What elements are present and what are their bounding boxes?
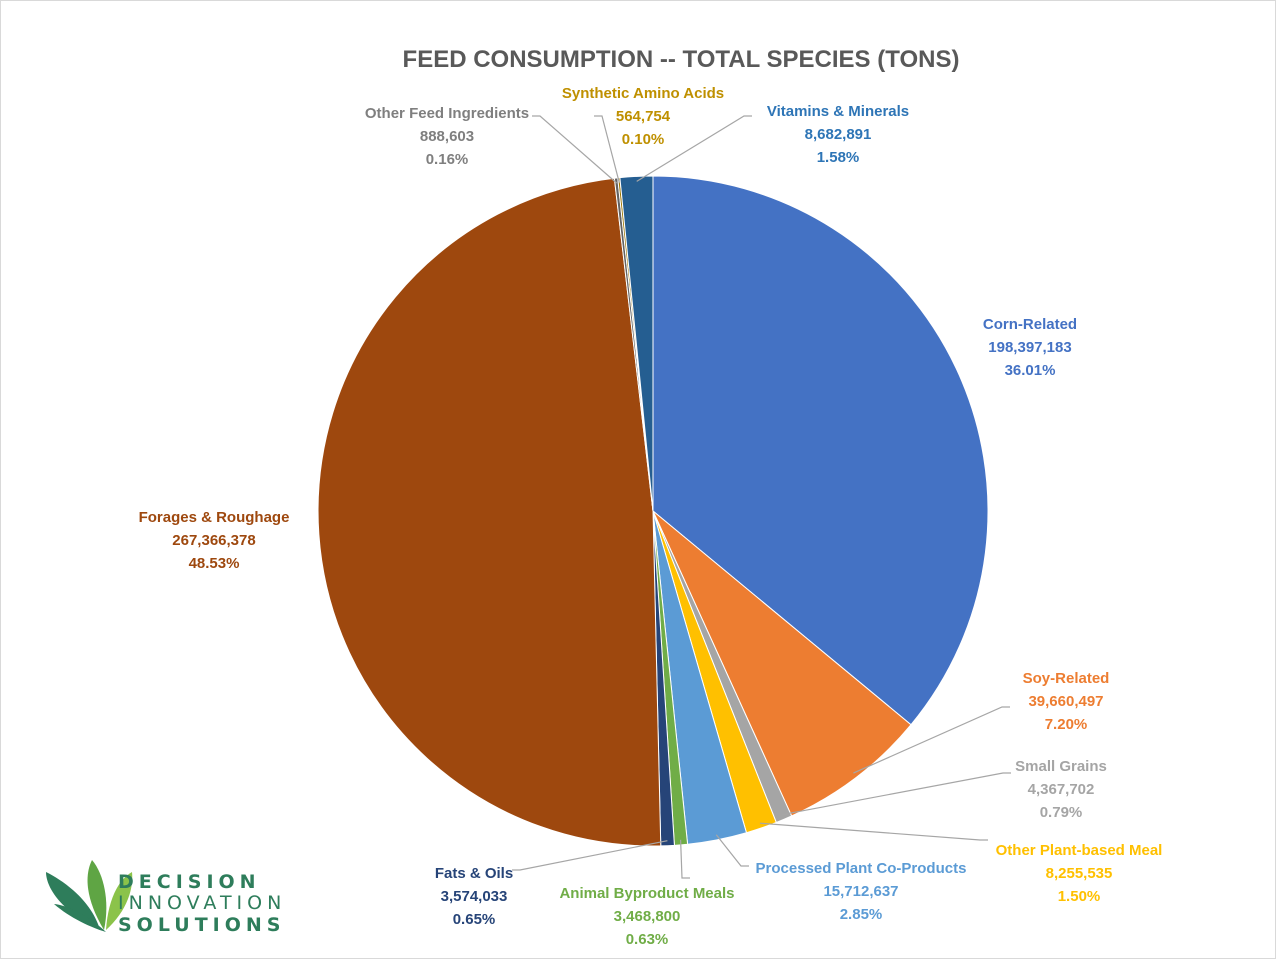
label-name-processed-plant-co-products: Processed Plant Co-Products (756, 860, 967, 877)
company-logo: DECISION INNOVATION SOLUTIONS (46, 860, 286, 936)
chart-title: FEED CONSUMPTION -- TOTAL SPECIES (TONS) (403, 46, 960, 73)
label-percent-animal-byproduct-meals: 0.63% (626, 931, 669, 948)
label-name-other-feed-ingredients: Other Feed Ingredients (365, 105, 529, 122)
label-name-other-plant-based-meal: Other Plant-based Meal (996, 842, 1163, 859)
leader-synthetic-amino-acids (594, 115, 620, 183)
label-percent-synthetic-amino-acids: 0.10% (622, 131, 665, 148)
leader-fats-oils (512, 840, 668, 871)
leader-lines (512, 115, 1011, 879)
label-name-soy-related: Soy-Related (1023, 670, 1110, 687)
label-value-forages-roughage: 267,366,378 (172, 532, 255, 549)
label-name-animal-byproduct-meals: Animal Byproduct Meals (559, 885, 734, 902)
leader-soy-related (853, 706, 1010, 774)
label-value-soy-related: 39,660,497 (1028, 693, 1103, 710)
label-percent-forages-roughage: 48.53% (189, 555, 240, 572)
label-value-other-plant-based-meal: 8,255,535 (1046, 865, 1113, 882)
slice-corn-related (652, 175, 989, 726)
leader-small-grains (781, 772, 1011, 816)
label-percent-small-grains: 0.79% (1040, 804, 1083, 821)
label-value-small-grains: 4,367,702 (1028, 781, 1095, 798)
logo-line-2: INNOVATION (118, 892, 286, 914)
label-name-small-grains: Small Grains (1015, 758, 1107, 775)
label-percent-other-plant-based-meal: 1.50% (1058, 888, 1101, 905)
label-name-fats-oils: Fats & Oils (435, 865, 513, 882)
label-percent-other-feed-ingredients: 0.16% (426, 151, 469, 168)
leader-vitamins-minerals (636, 115, 752, 182)
label-name-forages-roughage: Forages & Roughage (139, 509, 290, 526)
slice-forages-roughage (317, 177, 662, 847)
label-percent-fats-oils: 0.65% (453, 911, 496, 928)
label-name-synthetic-amino-acids: Synthetic Amino Acids (562, 85, 724, 102)
label-percent-corn-related: 36.01% (1005, 362, 1056, 379)
label-percent-soy-related: 7.20% (1045, 716, 1088, 733)
label-value-processed-plant-co-products: 15,712,637 (823, 883, 898, 900)
label-value-vitamins-minerals: 8,682,891 (805, 126, 872, 143)
leader-animal-byproduct-meals (680, 839, 690, 879)
slice-vitamins-minerals (619, 175, 654, 512)
label-percent-processed-plant-co-products: 2.85% (840, 906, 883, 923)
logo-line-3: SOLUTIONS (118, 914, 285, 936)
data-labels: Corn-Related 198,397,183 36.01% Soy-Related… (139, 85, 1163, 948)
slice-soy-related (652, 510, 912, 817)
logo-line-1: DECISION (118, 871, 261, 893)
label-name-corn-related: Corn-Related (983, 316, 1077, 333)
label-name-vitamins-minerals: Vitamins & Minerals (767, 103, 909, 120)
leader-other-feed-ingredients (532, 115, 617, 184)
leaf-icon (46, 860, 133, 932)
label-value-animal-byproduct-meals: 3,468,800 (614, 908, 681, 925)
label-percent-vitamins-minerals: 1.58% (817, 149, 860, 166)
leader-other-plant-based-meal (759, 822, 988, 841)
label-value-other-feed-ingredients: 888,603 (420, 128, 474, 145)
label-value-corn-related: 198,397,183 (988, 339, 1071, 356)
pie-slices (317, 175, 989, 847)
leader-processed-plant-co-products (715, 834, 749, 867)
label-value-synthetic-amino-acids: 564,754 (616, 108, 671, 125)
label-value-fats-oils: 3,574,033 (441, 888, 508, 905)
